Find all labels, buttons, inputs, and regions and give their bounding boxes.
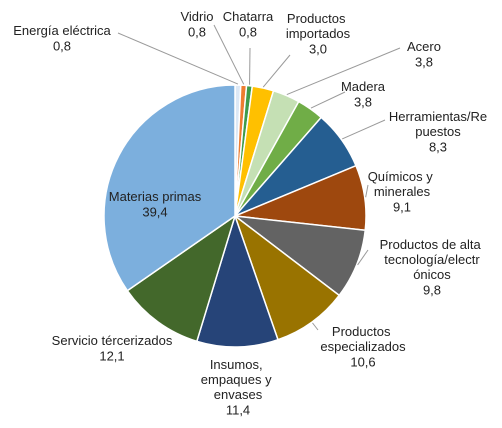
leader-line [365,184,369,198]
label-line: especializados [320,339,406,354]
pie-slice [126,214,237,343]
label-line: Productos [287,11,349,26]
label-line: Servicio tércerizados [52,333,173,348]
label-line: minerales [374,184,431,199]
slice-label: Chatarra [223,9,274,24]
leader-line [312,322,319,331]
leader-line [117,32,239,85]
leader-line [286,47,401,96]
pie-slice [195,213,279,348]
label-line: Materias primas [109,189,202,204]
slice-label: Productos especializados [320,324,406,354]
pie-slice [233,213,341,341]
label-line: Vidrio [180,9,213,24]
slice-label: Servicio tércerizados [52,333,173,348]
value-label: 12,1 [99,348,124,363]
slice-label: Herramientas/Re puestos [389,109,487,139]
value-label: 10,6 [350,354,375,369]
slice-label: Productos importados [286,11,351,41]
slice-label: Vidrio [180,9,213,24]
value-label: 3,0 [309,41,327,56]
slice-label: Productos de alta tecnología/electr ónico… [380,237,485,282]
label-line: Insumos, [210,357,266,372]
label-line: Herramientas/Re [389,109,487,124]
leader-line [357,249,369,266]
leader-line [341,119,386,140]
value-label: 39,4 [142,204,167,219]
pie-slice [103,84,236,292]
slice-label: Energía eléctrica [13,23,111,38]
leader-line [213,24,245,85]
leader-line [310,91,346,109]
value-label: 0,8 [188,24,206,39]
label-line: tecnología/electr [384,252,480,267]
label-line: puestos [415,124,461,139]
label-line: Productos de alta [380,237,485,252]
label-line: importados [286,26,351,41]
slice-label: Insumos, empaques y envases [201,357,275,402]
label-line: ónicos [413,267,451,282]
label-line: envases [214,387,263,402]
value-label: 8,3 [429,139,447,154]
value-label: 0,8 [239,24,257,39]
label-line: Acero [407,39,441,54]
slice-label: Madera [341,79,386,94]
value-label: 9,1 [393,199,411,214]
label-line: Químicos y [368,169,437,184]
leader-line [262,54,291,88]
slice-label: Químicos y minerales [368,169,437,199]
value-label: 0,8 [53,38,71,53]
label-line: Energía eléctrica [13,23,111,38]
slice-label: Acero [407,39,441,54]
label-line: Productos [332,324,394,339]
label-line: empaques y [201,372,275,387]
label-line: Chatarra [223,9,274,24]
value-label: 3,8 [354,94,372,109]
value-label: 11,4 [226,402,250,417]
value-label: 9,8 [423,282,441,297]
slice-label: Materias primas [109,189,202,204]
value-label: 3,8 [415,54,433,69]
label-line: Madera [341,79,386,94]
